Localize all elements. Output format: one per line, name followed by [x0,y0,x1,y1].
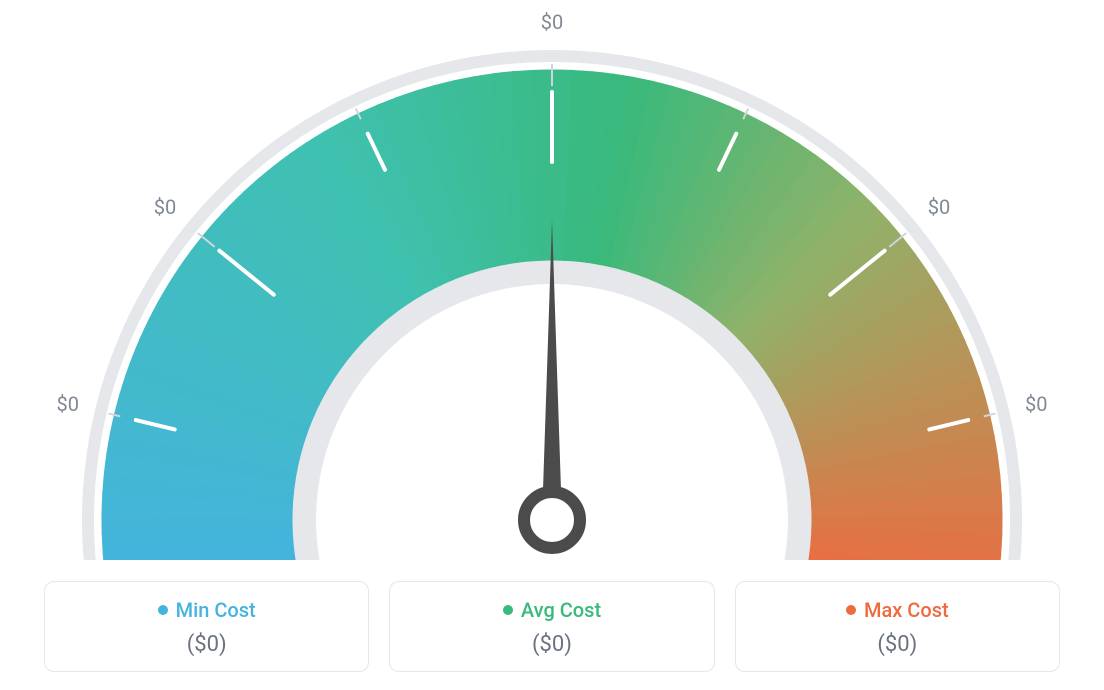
gauge-tick-label: $0 [541,10,563,34]
legend-value-avg: ($0) [400,632,703,657]
legend-head-avg: Avg Cost [400,598,703,622]
legend-label-min: Min Cost [176,598,256,622]
gauge-chart: $0$0$0$0$0$0$0 [0,0,1104,560]
legend-row: Min Cost ($0) Avg Cost ($0) Max Cost ($0… [44,581,1060,672]
legend-value-max: ($0) [746,632,1049,657]
legend-card-max: Max Cost ($0) [735,581,1060,672]
legend-dot-min [158,605,168,615]
legend-dot-max [846,605,856,615]
legend-label-max: Max Cost [864,598,949,622]
legend-value-min: ($0) [55,632,358,657]
gauge-svg [0,0,1104,560]
legend-head-max: Max Cost [746,598,1049,622]
legend-head-min: Min Cost [55,598,358,622]
legend-label-avg: Avg Cost [521,598,601,622]
gauge-tick-label: $0 [928,195,950,219]
gauge-tick-label: $0 [154,195,176,219]
gauge-needle-base [524,492,580,548]
gauge-tick-label: $0 [1025,392,1047,416]
legend-dot-avg [503,605,513,615]
legend-card-min: Min Cost ($0) [44,581,369,672]
legend-card-avg: Avg Cost ($0) [389,581,714,672]
gauge-tick-label: $0 [57,392,79,416]
